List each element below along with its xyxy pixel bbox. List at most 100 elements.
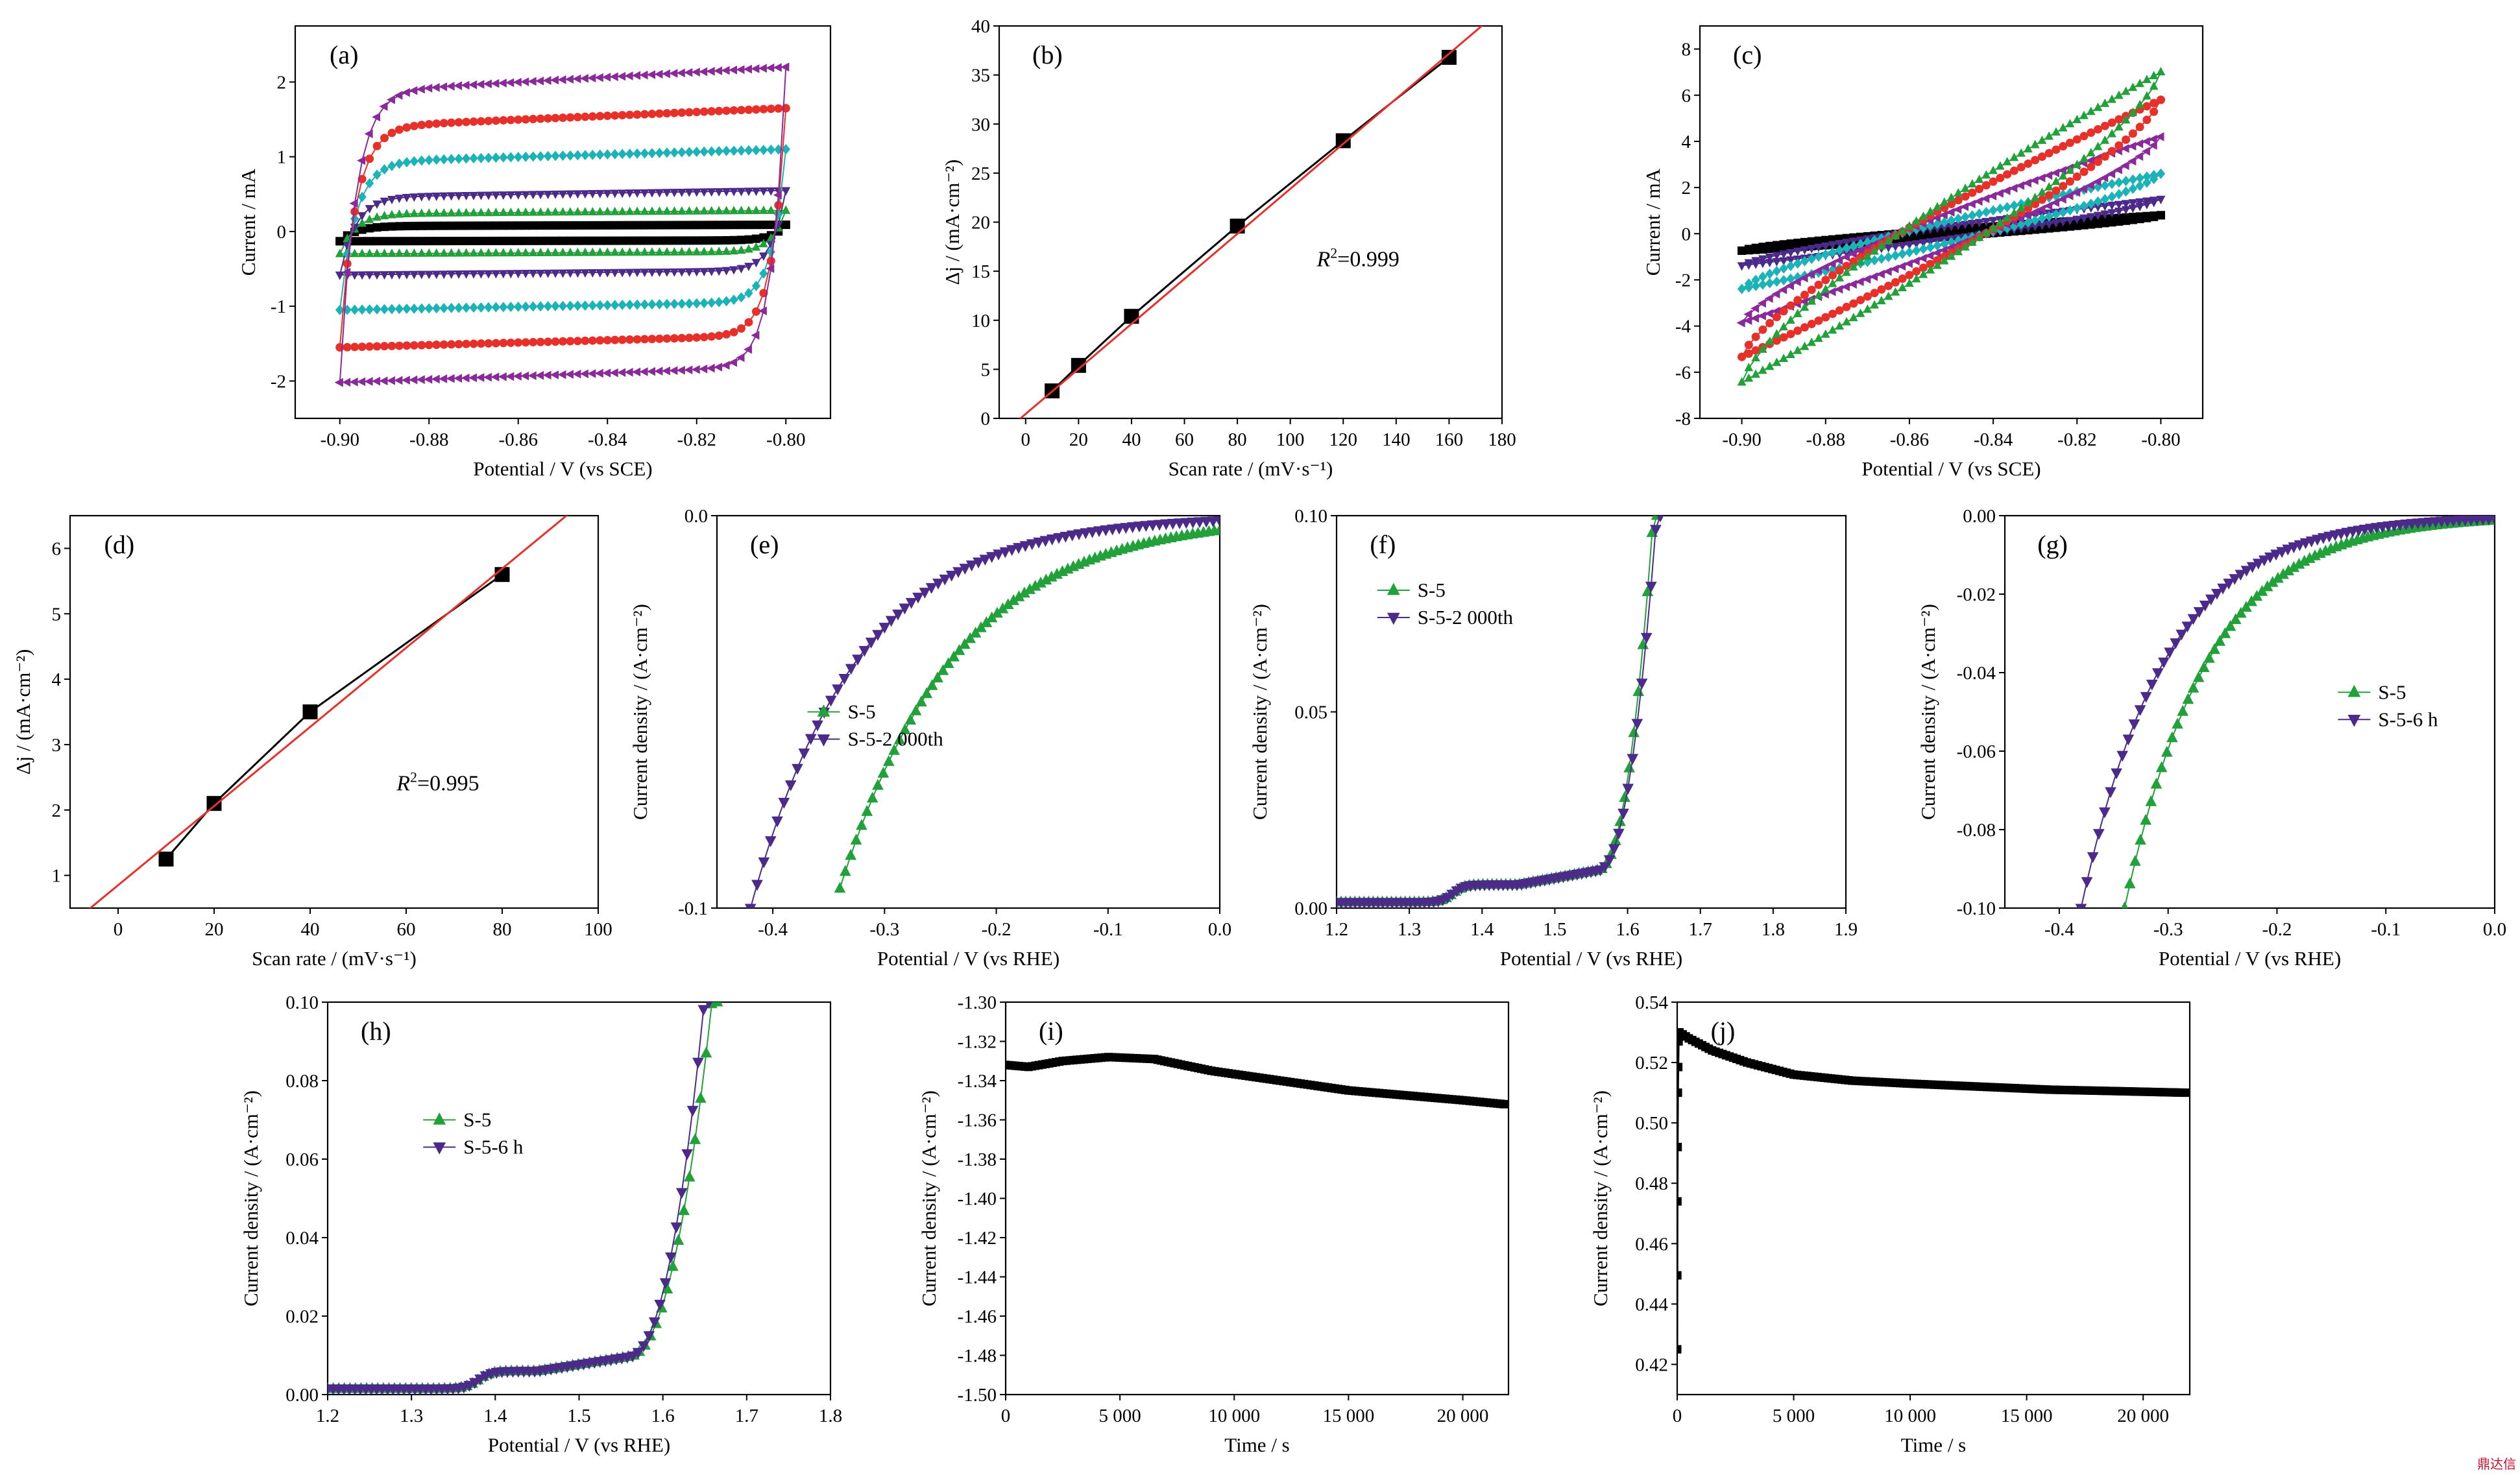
data-point [2044,149,2054,158]
data-point [439,248,448,257]
data-point [1828,247,1837,258]
data-point [588,206,598,215]
data-point [603,149,612,160]
data-point [365,342,374,351]
data-point [2058,218,2068,227]
data-point [744,235,753,244]
data-point [2085,180,2094,190]
data-point [670,298,679,309]
series-0 [1677,1028,2190,1354]
data-point [2141,137,2150,146]
data-point [618,247,627,256]
data-point [2024,217,2033,228]
legend-label: S-5 [463,1109,491,1131]
data-point [662,334,672,343]
data-point [581,190,590,199]
data-point [1946,208,1955,217]
data-point [639,367,648,376]
data-point [499,236,508,245]
data-point [2029,208,2039,217]
data-point [394,209,404,218]
data-point [372,271,382,280]
data-point [439,119,448,128]
data-point [2022,178,2031,187]
data-point [625,189,635,198]
data-point [648,189,657,198]
data-point [937,664,949,675]
data-point [380,211,389,219]
data-point [1046,534,1058,546]
x-tick-label: -0.1 [2371,919,2401,940]
data-point [581,207,590,216]
data-point [1821,242,1830,251]
data-point [2128,719,2140,730]
x-tick-label: 20 [1069,429,1088,450]
data-point [566,221,575,230]
data-point [2107,218,2116,227]
data-point [2079,110,2089,119]
data-point [1778,285,1787,294]
data-point [603,247,612,256]
data-point [2114,200,2124,210]
data-point [2094,219,2103,228]
data-point [2072,215,2082,224]
data-point [2135,198,2144,207]
data-point [372,112,381,122]
data-point [551,337,560,346]
y-tick-label: 0 [981,409,991,429]
data-point [729,106,738,115]
x-axis-label: Potential / V (vs RHE) [488,1433,670,1456]
data-point [609,368,618,378]
data-point [2199,600,2211,612]
data-point [2128,174,2138,185]
legend: S-5S-5-6 h [2338,680,2438,730]
data-point [2205,594,2217,606]
data-point [394,222,404,231]
data-point [1960,202,1969,211]
y-tick-label: -6 [1675,363,1691,383]
data-point [633,221,642,230]
data-point [1835,239,1845,248]
data-point [573,221,582,230]
data-point [2149,198,2159,208]
data-point [697,1005,710,1016]
y-tick-label: 0.02 [285,1306,319,1327]
y-axis-label: Current density / (A·cm⁻²) [1589,1090,1612,1306]
data-point [573,247,583,256]
data-point [640,247,649,256]
data-point [1926,206,1935,215]
y-tick-label: -1.32 [958,1032,997,1053]
data-point [521,248,531,257]
data-point [469,270,478,279]
data-point [506,221,515,230]
data-point [1884,282,1893,291]
data-point [2024,159,2033,168]
data-point [625,335,635,344]
series-1 [1337,516,1664,908]
data-point [633,269,642,278]
x-tick-label: 1.7 [735,1406,758,1426]
data-point [1842,302,1851,311]
data-point [910,704,922,715]
data-point [2129,854,2141,866]
x-tick-label: -0.2 [982,919,1012,940]
data-point [1890,264,1899,274]
data-point [424,208,434,217]
y-tick-label: -1.42 [958,1228,997,1249]
data-point [520,371,529,381]
series-3 [335,144,790,315]
data-point [852,654,864,666]
data-point [676,366,685,375]
data-point [505,372,515,381]
data-point [692,188,701,197]
data-point [766,144,775,155]
data-point [380,197,389,206]
chart-g: -0.4 -0.3 -0.2 -0.1 0.0-0.10-0.08-0.06-0.04-… [1917,506,2506,970]
data-point [618,206,627,215]
data-point [1953,205,1962,214]
data-point [633,189,642,198]
data-point [350,304,359,315]
data-point [566,207,575,216]
data-point [773,63,782,72]
series-1 [335,205,791,258]
